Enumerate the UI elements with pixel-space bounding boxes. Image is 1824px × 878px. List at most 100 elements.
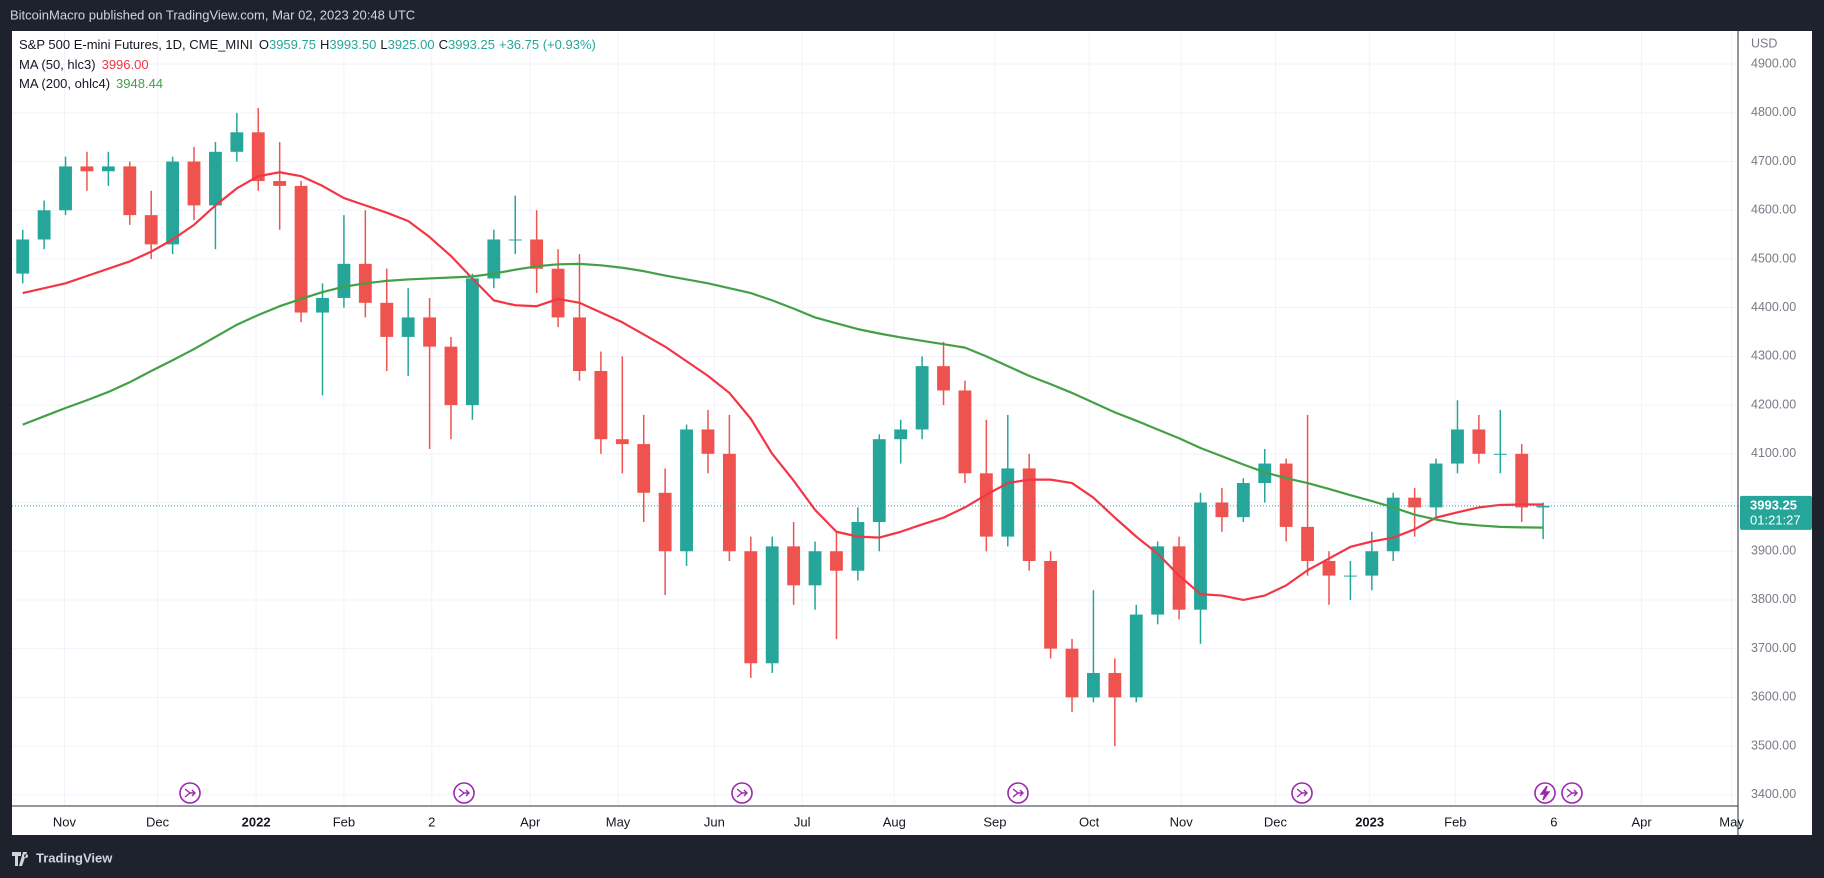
candle-body bbox=[1322, 560, 1336, 576]
countdown: 01:21:27 bbox=[1750, 512, 1801, 527]
candle-body bbox=[1236, 483, 1250, 518]
x-tick-label: Nov bbox=[53, 814, 77, 829]
x-tick-label: 2 bbox=[428, 814, 435, 829]
chart-panel bbox=[12, 31, 1812, 835]
candle-body bbox=[273, 181, 287, 186]
candle-body bbox=[1279, 463, 1293, 527]
candle-body bbox=[37, 210, 51, 240]
candle-body bbox=[166, 161, 180, 245]
ma200-value: 3948.44 bbox=[116, 76, 163, 91]
x-tick-label: May bbox=[606, 814, 631, 829]
x-tick-label: May bbox=[1719, 814, 1744, 829]
candle-body bbox=[594, 371, 608, 440]
x-tick-label: Nov bbox=[1170, 814, 1194, 829]
candle-body bbox=[1108, 673, 1122, 698]
candle-body bbox=[872, 439, 886, 523]
change: +36.75 (+0.93%) bbox=[499, 37, 596, 52]
y-tick-label: 3400.00 bbox=[1751, 787, 1796, 801]
x-tick-label: Sep bbox=[983, 814, 1006, 829]
event-glyph bbox=[1012, 788, 1024, 798]
event-glyph bbox=[184, 788, 196, 798]
quote-value: 3993.50 bbox=[329, 37, 376, 52]
published-line: BitcoinMacro published on TradingView.co… bbox=[10, 7, 415, 22]
x-tick-label: Oct bbox=[1079, 814, 1100, 829]
x-tick-label: Aug bbox=[883, 814, 906, 829]
candle-body bbox=[1429, 463, 1443, 508]
x-tick-label: Jun bbox=[704, 814, 725, 829]
footer-text: TradingView bbox=[36, 850, 113, 865]
candle-body bbox=[1301, 526, 1314, 561]
candle-body bbox=[123, 166, 137, 216]
candle-body bbox=[1001, 468, 1015, 537]
event-glyph bbox=[736, 788, 748, 798]
candle-body bbox=[1129, 614, 1143, 698]
candle-body bbox=[1172, 546, 1186, 610]
x-tick-label: 6 bbox=[1550, 814, 1557, 829]
ma-line bbox=[22, 171, 1544, 602]
candle-body bbox=[1472, 429, 1486, 454]
x-tick-label: Dec bbox=[146, 814, 170, 829]
candle-body bbox=[701, 429, 715, 454]
y-tick-label: 4500.00 bbox=[1751, 251, 1796, 265]
candle-body bbox=[637, 444, 651, 493]
candle-body bbox=[958, 390, 972, 474]
candle-body bbox=[144, 215, 158, 245]
legend-ma200: MA (200, ohlc4) 3948.44 bbox=[19, 76, 163, 91]
candle-body bbox=[423, 317, 437, 347]
candle-body bbox=[337, 263, 351, 298]
candle-body bbox=[316, 297, 329, 313]
y-tick-label: 3500.00 bbox=[1751, 738, 1796, 752]
candle-body bbox=[937, 366, 950, 391]
candle-body bbox=[508, 239, 522, 241]
candle-body bbox=[465, 278, 479, 406]
event-glyph bbox=[1566, 788, 1578, 798]
last-price-box bbox=[1740, 495, 1812, 530]
candle-body bbox=[830, 551, 843, 571]
logo-icon bbox=[12, 852, 29, 866]
candle-body bbox=[444, 346, 458, 406]
ma50-name: MA (50, hlc3) bbox=[19, 57, 96, 72]
candle-body bbox=[915, 366, 929, 430]
candle-body bbox=[1493, 453, 1507, 455]
candle-body bbox=[251, 132, 265, 182]
candle-body bbox=[401, 317, 415, 337]
candle-body bbox=[59, 166, 72, 211]
candle-body bbox=[1087, 673, 1100, 698]
candle-body bbox=[615, 439, 629, 445]
candle-body bbox=[851, 522, 865, 571]
candle-body bbox=[1451, 429, 1464, 464]
y-tick-label: 4600.00 bbox=[1751, 203, 1796, 217]
event-glyph bbox=[458, 788, 470, 798]
candle-body bbox=[230, 132, 244, 152]
y-tick-label: 3900.00 bbox=[1751, 544, 1796, 558]
candle-body bbox=[380, 302, 394, 337]
candle-body bbox=[658, 492, 672, 552]
chart-title: S&P 500 E-mini Futures, 1D, CME_MINI bbox=[19, 37, 253, 52]
candle-body bbox=[294, 185, 308, 313]
candle-body bbox=[744, 551, 758, 664]
y-tick-label: 4900.00 bbox=[1751, 56, 1796, 70]
x-tick-label: Jul bbox=[794, 814, 811, 829]
candle-body bbox=[530, 239, 544, 269]
candle-body bbox=[1215, 502, 1229, 518]
quote: O3959.75 H3993.50 L3925.00 C3993.25 bbox=[259, 37, 495, 52]
ma50-value: 3996.00 bbox=[102, 57, 149, 72]
candle-body bbox=[101, 166, 115, 172]
x-tick-label: Feb bbox=[1444, 814, 1466, 829]
candle-body bbox=[722, 453, 736, 552]
quote-value: 3993.25 bbox=[448, 37, 495, 52]
currency: USD bbox=[1751, 36, 1777, 50]
quote-key: O bbox=[259, 37, 269, 52]
footer-logo: TradingView bbox=[12, 850, 113, 866]
quote-value: 3959.75 bbox=[269, 37, 316, 52]
grid bbox=[12, 31, 1738, 806]
plot bbox=[12, 107, 1738, 747]
legend-main: S&P 500 E-mini Futures, 1D, CME_MINI O395… bbox=[19, 37, 596, 52]
y-tick-label: 4300.00 bbox=[1751, 349, 1796, 363]
candle-body bbox=[1194, 502, 1207, 610]
y-tick-label: 3600.00 bbox=[1751, 690, 1796, 704]
candle-body bbox=[1065, 648, 1079, 698]
x-tick-label: Feb bbox=[333, 814, 355, 829]
ma200-name: MA (200, ohlc4) bbox=[19, 76, 110, 91]
